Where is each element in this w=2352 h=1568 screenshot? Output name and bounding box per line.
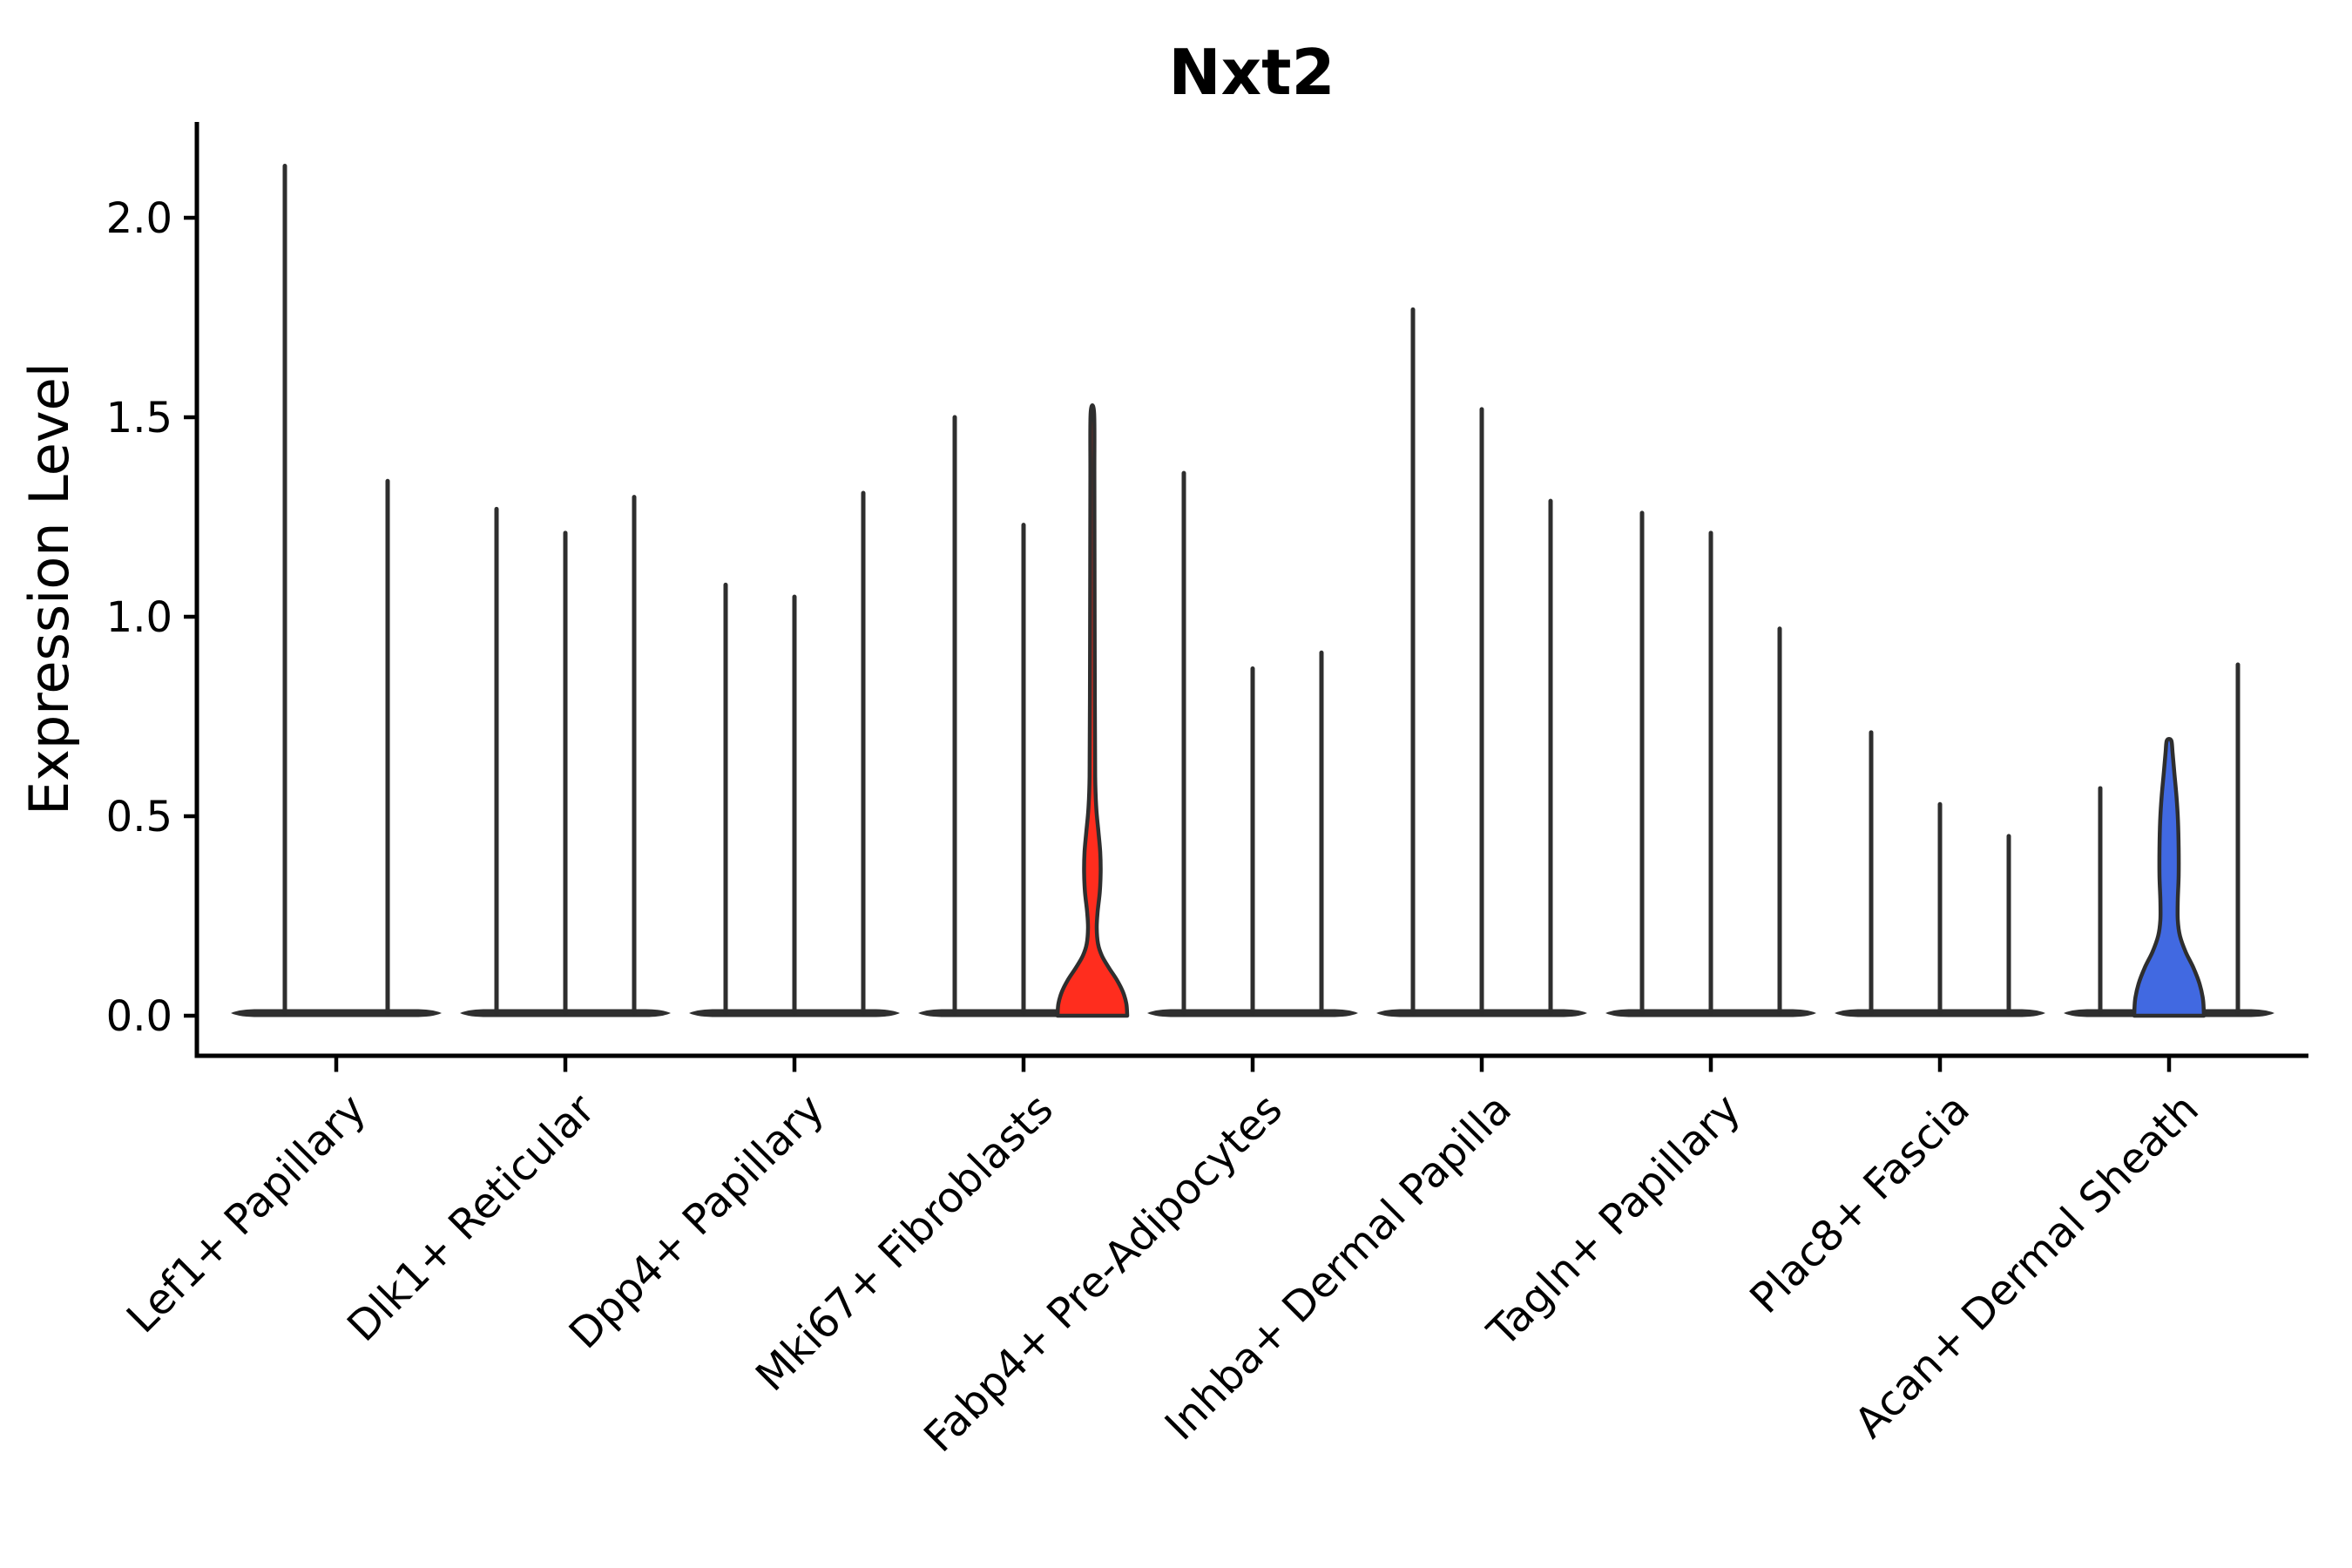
y-axis-tick-label: 1.5 <box>106 394 172 443</box>
y-axis-tick-label: 1.0 <box>106 593 172 642</box>
violin-zero-band <box>231 1009 442 1017</box>
y-axis-tick-label: 0.0 <box>106 992 172 1041</box>
x-axis-tick-label: Plac8+ Fascia <box>1740 1085 1979 1323</box>
x-axis-tick-label: Dpp4+ Papillary <box>560 1085 834 1358</box>
chart-title: Nxt2 <box>1168 36 1335 109</box>
x-axis-tick-label: Lef1+ Papillary <box>118 1085 375 1342</box>
violin-red-highlighted <box>1055 403 1130 1018</box>
y-axis-label: Expression Level <box>17 362 81 815</box>
y-axis-tick-label: 0.5 <box>106 793 172 841</box>
x-axis-tick-label: Dlk1+ Reticular <box>338 1085 605 1351</box>
y-axis-tick-label: 2.0 <box>106 194 172 243</box>
x-axis-tick-label: Tagln+ Papillary <box>1477 1085 1749 1356</box>
violin-blue-highlighted <box>2132 737 2207 1018</box>
